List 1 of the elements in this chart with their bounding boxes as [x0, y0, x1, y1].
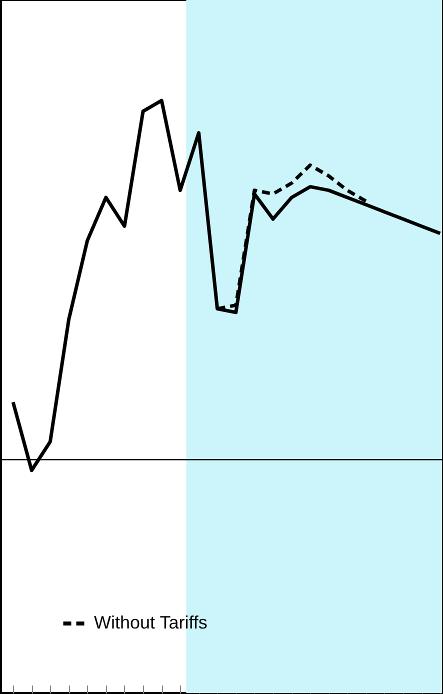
legend-label: Without Tariffs	[94, 612, 208, 632]
